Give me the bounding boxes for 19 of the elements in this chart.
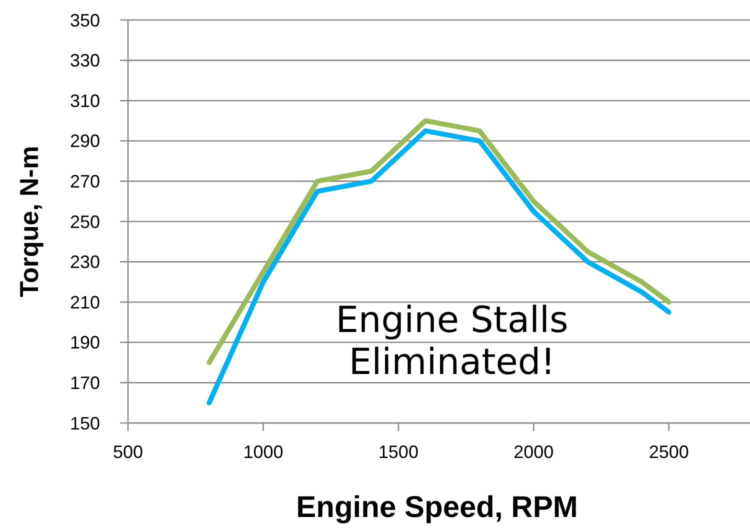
y-tick-label: 350: [70, 10, 100, 30]
annotation: Engine Stalls Eliminated!: [336, 300, 568, 383]
x-axis-title: Engine Speed, RPM: [296, 491, 578, 524]
y-tick-label: 270: [70, 172, 100, 192]
y-tick-label: 150: [70, 413, 100, 434]
y-tick-label: 190: [70, 332, 100, 353]
y-tick-label: 230: [70, 252, 100, 272]
x-tick-label: 2500: [648, 442, 689, 462]
y-tick-label: 210: [70, 292, 100, 312]
x-tick-label: 1000: [243, 442, 284, 462]
y-tick-label: 310: [70, 90, 100, 111]
x-tick-label: 500: [112, 442, 144, 462]
y-tick-label: 290: [70, 131, 100, 152]
x-tick-label: 2000: [514, 442, 554, 462]
y-tick-label: 170: [70, 373, 100, 393]
y-tick-label: 330: [70, 50, 100, 71]
y-axis-title: Torque, N-m: [14, 146, 44, 298]
y-tick-label: 250: [70, 212, 100, 232]
x-tick-label: 1500: [378, 442, 418, 462]
